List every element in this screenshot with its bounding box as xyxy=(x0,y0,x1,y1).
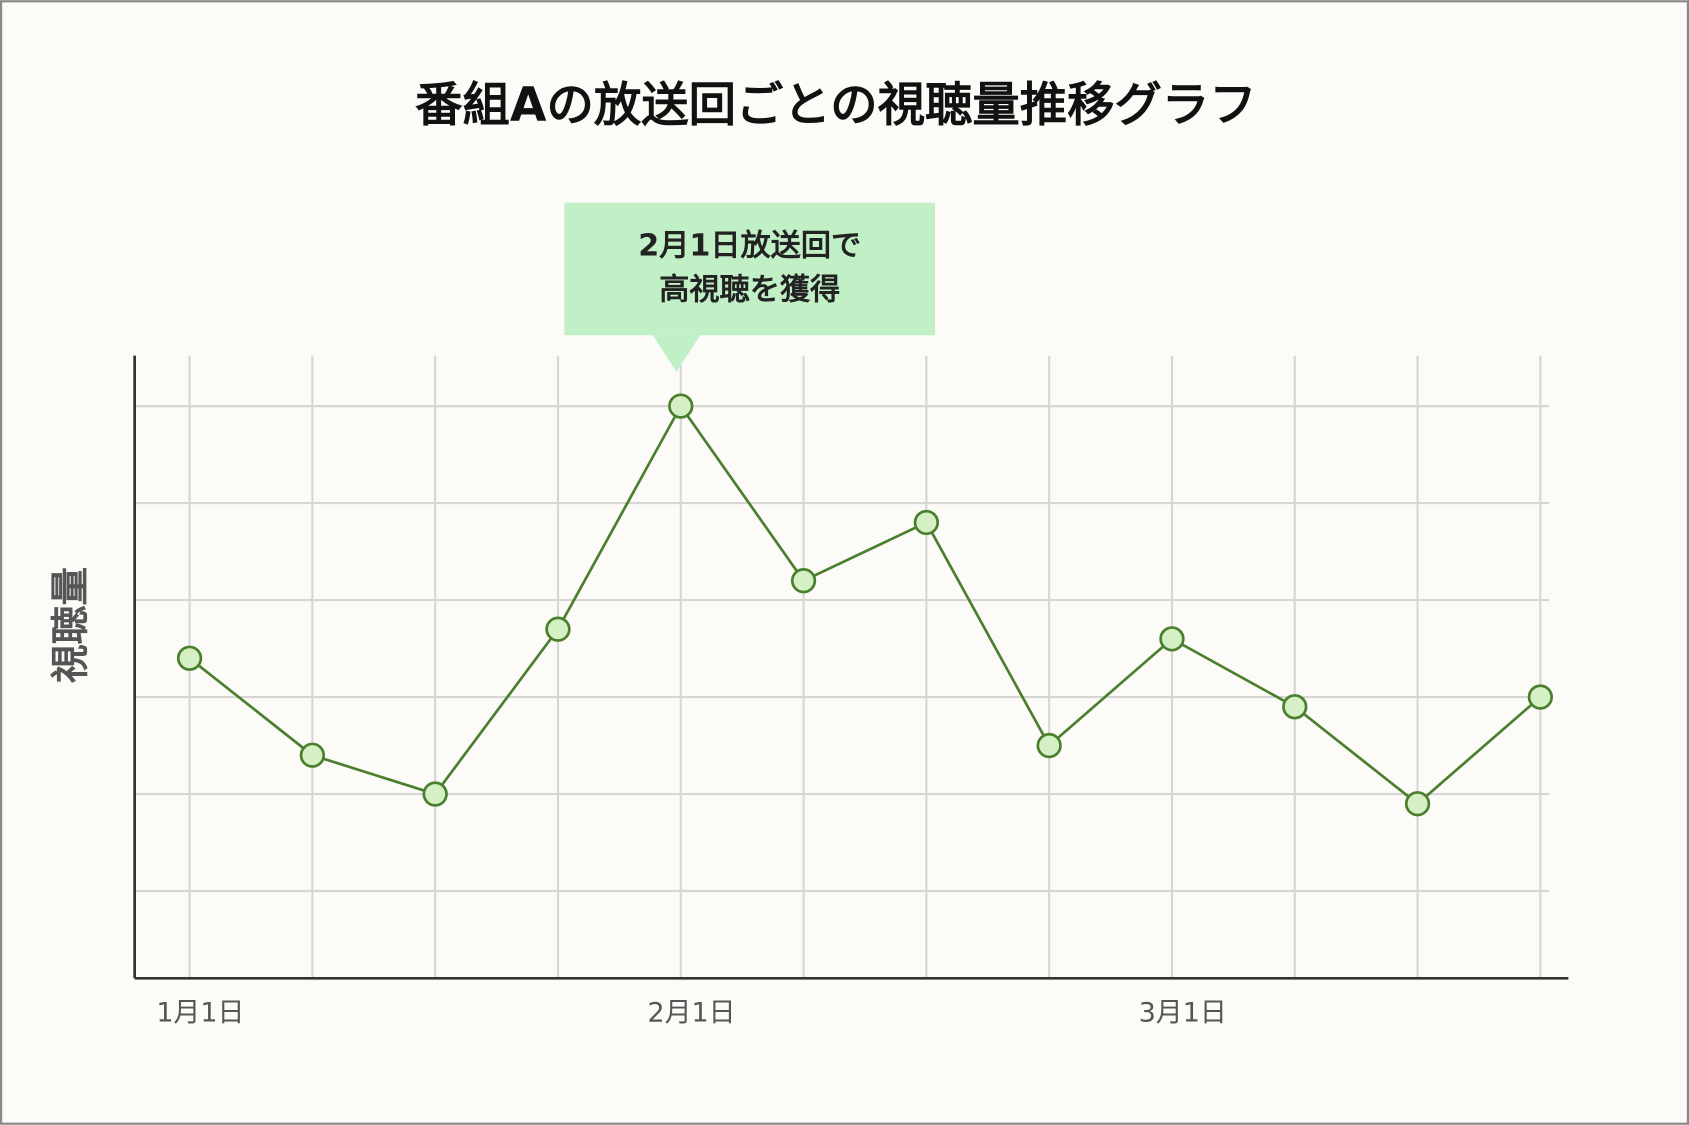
point xyxy=(668,393,694,419)
point xyxy=(913,509,940,536)
x-tick-label: 1月1日 xyxy=(156,997,244,1028)
point xyxy=(1159,626,1185,652)
annotation-text: 2月1日放送回で xyxy=(638,228,861,263)
annotation-text: 高視聴を獲得 xyxy=(659,273,840,308)
plot: 1月1日 2月1日 3月1日 xyxy=(133,355,1569,1028)
point xyxy=(176,645,203,671)
x-tick-label: 3月1日 xyxy=(1139,997,1227,1028)
point xyxy=(1404,791,1431,817)
point xyxy=(790,568,817,594)
point xyxy=(1036,732,1062,759)
point xyxy=(1527,684,1554,710)
annotation-pointer xyxy=(652,335,701,372)
point xyxy=(545,616,571,642)
annotation-box xyxy=(564,202,935,336)
point xyxy=(299,742,326,768)
annotation: 2月1日放送回で 高視聴を獲得 xyxy=(564,202,935,372)
line xyxy=(188,403,1542,806)
x-tick-label: 2月1日 xyxy=(648,997,736,1028)
chart-title: 番組Aの放送回ごとの視聴量推移グラフ xyxy=(415,78,1257,133)
point xyxy=(1282,694,1308,720)
y-axis-label: 視聴量 xyxy=(49,567,94,683)
point xyxy=(422,781,448,807)
